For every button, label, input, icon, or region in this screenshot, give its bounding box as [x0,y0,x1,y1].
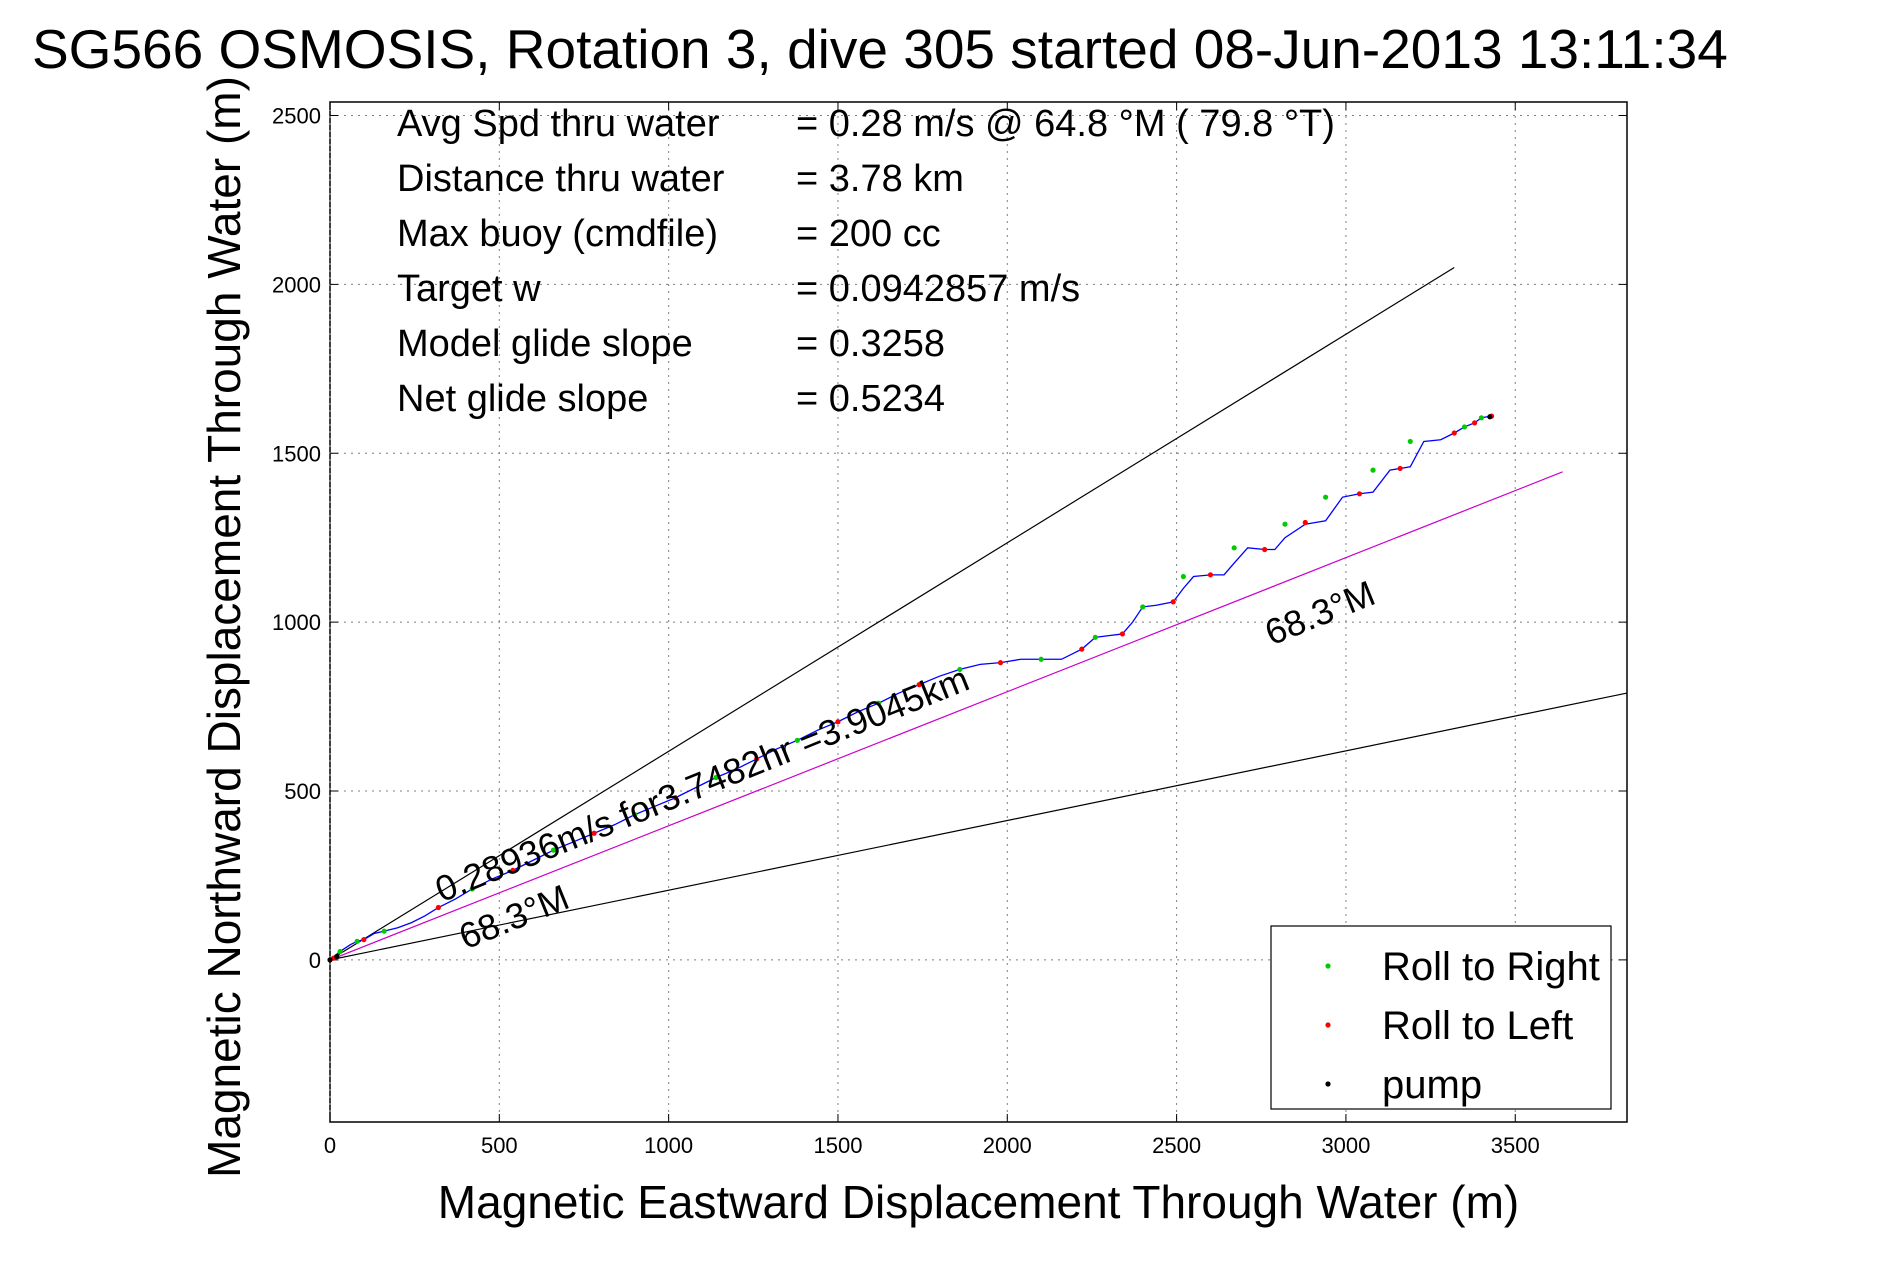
pump-point [1487,414,1493,420]
pump-point [327,957,333,963]
roll-to-right-point [469,886,475,892]
roll-to-right-point [354,938,360,944]
roll-to-right-point [1038,656,1044,662]
info-value: = 200 cc [796,213,941,255]
roll-to-right-point [550,847,557,853]
roll-to-right-point [1461,424,1468,430]
roll-to-left-point [754,756,760,762]
roll-to-left-point [1451,430,1457,436]
roll-to-right-point [1282,521,1288,527]
reference-line [329,692,1628,961]
roll-to-right-point [1407,438,1413,445]
roll-to-right-point [1323,494,1329,500]
x-tick-label: 0 [324,1133,336,1158]
roll-to-left-point [435,904,441,911]
info-value: = 3.78 km [796,158,964,200]
roll-to-right-point [876,700,882,706]
x-tick-label: 1000 [644,1133,693,1158]
reference-line [329,266,1455,961]
roll-to-left-point [591,830,597,836]
info-label: Max buoy (cmdfile) [397,213,718,255]
roll-to-left-point [510,867,516,873]
roll-to-right-point [1231,545,1237,551]
info-label: Target w [397,268,541,310]
legend-entry: pump [1382,1063,1482,1107]
y-tick-label: 1500 [272,441,321,466]
roll-to-right-point [1370,467,1376,473]
roll-to-left-point [672,795,679,801]
legend-marker [1325,1022,1331,1028]
roll-to-left-point [1397,465,1403,472]
roll-to-left-point [997,660,1004,666]
roll-to-right-point [337,948,343,955]
roll-to-right-point [632,812,638,818]
legend-marker [1325,963,1331,969]
roll-to-right-point [1478,415,1484,421]
roll-to-right-point [1092,634,1098,640]
roll-to-left-point [1262,546,1268,553]
y-tick-label: 2500 [272,104,321,129]
info-value: = 0.28 m/s @ 64.8 °M ( 79.8 °T) [796,103,1335,145]
x-tick-label: 2000 [983,1133,1032,1158]
y-axis-label: Magnetic Northward Displacement Through … [198,76,250,1178]
roll-to-right-point [1180,573,1186,580]
x-tick-label: 3000 [1321,1133,1370,1158]
data-series [327,413,1495,963]
legend-marker [1325,1081,1331,1087]
roll-to-right-point [957,666,963,673]
y-tick-label: 1000 [272,610,321,635]
roll-to-left-point [1119,631,1126,637]
y-tick-label: 500 [284,779,321,804]
roll-to-left-point [1207,572,1214,578]
legend: Roll to Right Roll to Left pump [1270,925,1612,1110]
info-label: Distance thru water [397,158,725,200]
tick-labels: 0 500 1000 1500 2000 2500 3000 3500 0 500 1000 1500… [272,104,1540,1158]
reference-lines [329,266,1628,961]
roll-to-left-point [1079,646,1085,652]
track-line [329,415,1492,961]
x-tick-label: 3500 [1491,1133,1540,1158]
info-label: Avg Spd thru water [397,103,720,145]
legend-entry: Roll to Left [1382,1004,1573,1048]
info-value: = 0.3258 [796,323,945,365]
pump-point [334,953,340,960]
x-tick-label: 500 [481,1133,518,1158]
roll-to-right-point [381,928,387,934]
roll-to-left-point [361,937,367,943]
roll-to-right-point [794,737,800,743]
info-text-block: Avg Spd thru water = 0.28 m/s @ 64.8 °M (… [397,103,1335,420]
roll-to-left-point [835,719,841,725]
y-tick-label: 2000 [272,272,321,297]
roll-to-left-point [1472,420,1478,426]
legend-box [1270,925,1612,1110]
roll-to-left-point [1356,491,1363,497]
roll-to-left-point [1302,519,1308,526]
info-label: Model glide slope [397,323,693,365]
x-axis-label: Magnetic Eastward Displacement Through W… [438,1176,1519,1228]
info-value: = 0.5234 [796,378,945,420]
roll-to-right-point [1140,604,1146,610]
chart-title: SG566 OSMOSIS, Rotation 3, dive 305 star… [32,18,1728,80]
y-tick-label: 0 [309,948,321,973]
reference-line [329,471,1563,961]
x-tick-label: 2500 [1152,1133,1201,1158]
roll-to-left-point [1170,599,1176,605]
x-tick-label: 1500 [813,1133,862,1158]
roll-to-right-point [713,774,719,781]
info-value: = 0.0942857 m/s [796,268,1080,310]
legend-entry: Roll to Right [1382,945,1600,989]
roll-to-left-point [916,682,922,688]
grid [329,102,1627,1122]
info-label: Net glide slope [397,378,648,420]
